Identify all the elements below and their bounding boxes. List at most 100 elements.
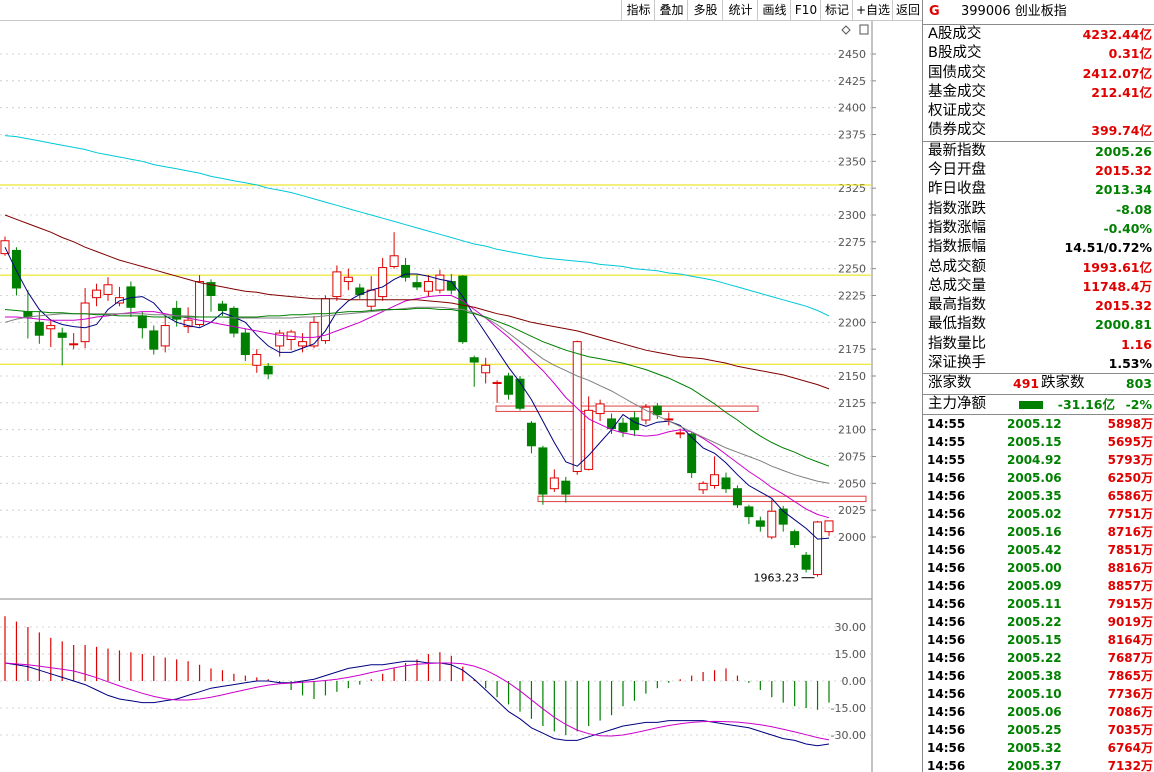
price-tick-label: 2100 xyxy=(838,424,866,437)
stock-header: G 399006 创业板指 xyxy=(923,0,1154,25)
macd-tick-label: -15.00 xyxy=(831,702,866,715)
price-tick-label: 2300 xyxy=(838,209,866,222)
tick-time: 14:56 xyxy=(927,506,966,521)
market-stat-row-value: 0.31亿 xyxy=(1108,46,1152,62)
candle-body xyxy=(46,325,56,330)
toolbar-button-1[interactable]: 叠加 xyxy=(654,0,688,20)
index-stat-row: 最新指数 2005.26 xyxy=(923,142,1154,161)
candle-body xyxy=(595,403,605,415)
candle-body xyxy=(607,418,617,430)
candle-body xyxy=(515,378,525,409)
candle-body xyxy=(767,510,777,538)
index-stat-row-value: -8.08 xyxy=(1115,201,1152,217)
toolbar-button-7[interactable]: +自选 xyxy=(852,0,893,20)
candle-body xyxy=(366,289,376,307)
index-stat-row: 总成交量 11748.4万 xyxy=(923,277,1154,296)
candle-body xyxy=(412,282,422,288)
tick-vol: 7035万 xyxy=(1107,722,1153,737)
tick-price: 2005.25 xyxy=(1007,722,1062,737)
toolbar-button-8[interactable]: 返回 xyxy=(892,0,923,20)
tick-time: 14:55 xyxy=(927,452,966,467)
tick-list[interactable]: 14:55 2005.12 5898万 14:55 2005.15 5695万 14:55 2… xyxy=(923,413,1154,772)
tick-row: 14:56 2005.22 9019万 xyxy=(923,613,1154,631)
market-stat-row: 债券成交 399.74亿 xyxy=(923,121,1154,140)
tick-vol: 5898万 xyxy=(1107,416,1153,431)
ma-line-ma5 xyxy=(4,246,830,540)
tick-price: 2005.06 xyxy=(1007,470,1062,485)
toolbar-button-4[interactable]: 画线 xyxy=(757,0,791,20)
tick-vol: 5793万 xyxy=(1107,452,1153,467)
candle-body xyxy=(57,332,67,338)
price-tick-label: 2200 xyxy=(838,316,866,329)
tick-row: 14:56 2005.16 8716万 xyxy=(923,523,1154,541)
macd-tick-label: -30.00 xyxy=(831,729,866,742)
price-tick-label: 2050 xyxy=(838,477,866,490)
tick-row: 14:56 2005.11 7915万 xyxy=(923,595,1154,613)
tick-row: 14:56 2005.09 8857万 xyxy=(923,577,1154,595)
candle-body xyxy=(538,447,548,495)
toolbar-button-5[interactable]: F10 xyxy=(790,0,821,20)
main-flow-bar xyxy=(1019,400,1043,409)
tick-vol: 5695万 xyxy=(1107,434,1153,449)
tick-price: 2005.15 xyxy=(1007,434,1062,449)
candle-body xyxy=(309,321,319,347)
toolbar: 指标 叠加 多股 统计 画线 F10 标记 +自选 返回 xyxy=(0,0,922,21)
ma-line-ma30 xyxy=(4,307,830,467)
price-tick-label: 2350 xyxy=(838,155,866,168)
price-tick-label: 2375 xyxy=(838,129,866,142)
index-stat-row: 指数振幅 14.51/0.72% xyxy=(923,238,1154,257)
tick-vol: 6250万 xyxy=(1107,470,1153,485)
low-annotation: 1963.23 xyxy=(754,572,800,585)
candle-body xyxy=(389,255,399,268)
index-stat-row-value: 14.51/0.72% xyxy=(1064,240,1152,256)
tick-vol: 8164万 xyxy=(1107,632,1153,647)
toolbar-button-6[interactable]: 标记 xyxy=(820,0,853,20)
tick-vol: 7851万 xyxy=(1107,542,1153,557)
market-stat-row-label: 国债成交 xyxy=(928,64,986,81)
tick-time: 14:56 xyxy=(927,488,966,503)
price-tick-label: 2400 xyxy=(838,102,866,115)
down-count-value: 803 xyxy=(1125,376,1152,392)
main-flow-label: 主力净额 xyxy=(928,395,986,412)
toolbar-button-0[interactable]: 指标 xyxy=(621,0,655,20)
candle-body xyxy=(584,409,594,470)
tick-vol: 7132万 xyxy=(1107,758,1153,772)
index-stat-row-label: 总成交量 xyxy=(928,277,986,294)
toolbar-button-2[interactable]: 多股 xyxy=(687,0,723,20)
candle-body xyxy=(744,506,754,518)
candle-body xyxy=(641,406,651,421)
candle-body xyxy=(492,381,502,385)
tick-time: 14:56 xyxy=(927,686,966,701)
tick-vol: 7687万 xyxy=(1107,650,1153,665)
kline-chart[interactable]: 2450 2425 2400 2375 2350 2325 2300 2275 2250 2225… xyxy=(0,21,922,772)
price-tick-label: 2025 xyxy=(838,504,866,517)
index-stat-row-value: 2000.81 xyxy=(1095,317,1152,333)
market-stat-row: 国债成交 2412.07亿 xyxy=(923,64,1154,83)
tick-vol: 7086万 xyxy=(1107,704,1153,719)
candle-body xyxy=(721,477,731,490)
tick-price: 2005.16 xyxy=(1007,524,1062,539)
tick-vol: 6586万 xyxy=(1107,488,1153,503)
candle-body xyxy=(160,325,170,347)
tick-vol: 7915万 xyxy=(1107,596,1153,611)
candle-body xyxy=(183,319,193,328)
market-stat-row-label: 基金成交 xyxy=(928,83,986,100)
toolbar-button-3[interactable]: 统计 xyxy=(722,0,758,20)
tick-time: 14:56 xyxy=(927,758,966,772)
index-stats: 最新指数 2005.26 今日开盘 2015.32 昨日收盘 2013.34 指数涨跌 -8.… xyxy=(923,140,1154,374)
ma-line-ma20 xyxy=(4,306,830,484)
tick-price: 2005.32 xyxy=(1007,740,1062,755)
macd-dea-line xyxy=(4,662,830,741)
market-stat-row-value: 2412.07亿 xyxy=(1082,65,1152,81)
candle-body xyxy=(687,433,697,474)
candle-body xyxy=(80,302,90,343)
index-stat-row-value: 2015.32 xyxy=(1095,163,1152,179)
candle-body xyxy=(732,488,742,506)
market-stat-row-value: 4232.44亿 xyxy=(1082,27,1152,42)
index-stat-row-value: -0.40% xyxy=(1103,220,1152,236)
tick-row: 14:55 2005.12 5898万 xyxy=(923,415,1154,433)
index-stat-row-label: 最低指数 xyxy=(928,316,986,333)
tick-price: 2005.12 xyxy=(1007,416,1062,431)
macd-tick-label: 15.00 xyxy=(835,648,867,661)
index-stat-row-value: 1993.61亿 xyxy=(1082,259,1152,275)
